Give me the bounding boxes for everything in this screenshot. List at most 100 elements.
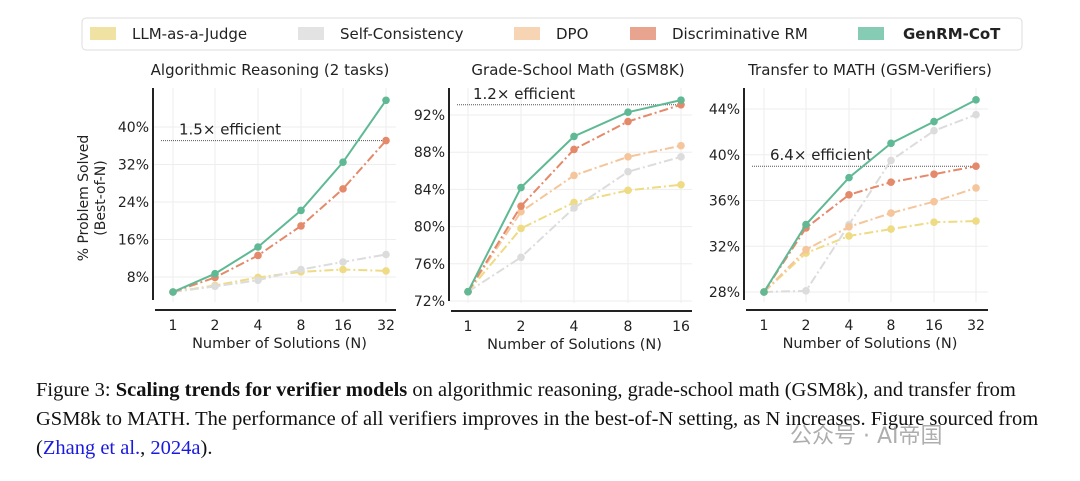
y-tick-label: 16% xyxy=(118,233,149,249)
x-axis-label: Number of Solutions (N) xyxy=(192,336,367,352)
data-point xyxy=(972,217,980,225)
efficiency-annotation: 1.5× efficient xyxy=(179,121,281,139)
x-tick-label: 1 xyxy=(464,319,473,335)
y-tick-label: 40% xyxy=(709,148,740,164)
data-point xyxy=(760,288,768,296)
data-point xyxy=(845,190,853,199)
series-line xyxy=(172,139,387,293)
data-point xyxy=(972,162,980,170)
data-point xyxy=(517,183,525,192)
data-point xyxy=(517,207,525,216)
citation-year-link[interactable]: 2024a xyxy=(150,437,201,459)
data-point xyxy=(887,225,895,233)
series-line xyxy=(763,186,977,293)
x-tick-label: 2 xyxy=(802,318,811,334)
efficiency-annotation: 6.4× efficient xyxy=(770,146,872,164)
data-point xyxy=(624,117,632,126)
series-line xyxy=(467,155,682,293)
y-tick-label: 8% xyxy=(127,270,149,286)
y-tick-label: 44% xyxy=(709,102,740,118)
y-tick-label: 36% xyxy=(709,194,740,210)
legend-item: DPO xyxy=(514,25,588,43)
caption-bold: Scaling trends for verifier models xyxy=(115,379,408,401)
chart-panel: Grade-School Math (GSM8K) 72% 76% 80% 84% 88%… xyxy=(414,61,692,353)
data-point xyxy=(624,153,632,161)
x-tick-label: 16 xyxy=(672,319,690,335)
x-tick-label: 8 xyxy=(887,318,896,334)
legend-label: Discriminative RM xyxy=(672,25,808,43)
y-tick-label: 24% xyxy=(118,195,149,211)
x-tick-label: 4 xyxy=(845,318,854,334)
data-point xyxy=(254,243,262,251)
x-tick-label: 16 xyxy=(925,318,943,334)
chart-title: Grade-School Math (GSM8K) xyxy=(471,61,684,79)
series-self-consistency xyxy=(169,250,390,296)
data-point xyxy=(339,158,347,166)
data-point xyxy=(930,117,938,126)
caption-label: Figure 3 xyxy=(36,379,105,401)
data-point xyxy=(930,218,938,227)
y-tick-label: 84% xyxy=(414,182,445,198)
figure-caption: Figure 3: Scaling trends for verifier mo… xyxy=(36,376,1056,463)
legend-label: Self-Consistency xyxy=(340,25,464,43)
data-point xyxy=(339,185,347,193)
data-point xyxy=(887,156,895,165)
series-line xyxy=(763,113,977,293)
data-point xyxy=(211,269,219,278)
x-tick-label: 8 xyxy=(297,318,306,334)
y-axis-label: % Problem Solved xyxy=(76,135,92,262)
series-line xyxy=(172,268,387,293)
data-point xyxy=(972,110,980,119)
x-axis-label: Number of Solutions (N) xyxy=(783,336,958,352)
chart-panel: Algorithmic Reasoning (2 tasks) 8% 16% 24% 3… xyxy=(76,61,396,352)
data-point xyxy=(802,245,810,254)
caption-end: ). xyxy=(200,437,213,459)
data-point xyxy=(297,206,305,215)
data-point xyxy=(624,186,632,195)
x-tick-label: 32 xyxy=(967,318,985,334)
data-point xyxy=(887,178,895,186)
x-tick-label: 8 xyxy=(624,319,633,335)
data-point xyxy=(517,224,525,233)
figure: LLM-as-a-Judge Self-Consistency DPO Discrim… xyxy=(76,17,1023,353)
y-tick-label: 80% xyxy=(414,220,445,236)
x-tick-label: 2 xyxy=(211,318,220,334)
legend-label: DPO xyxy=(556,25,588,43)
x-tick-label: 1 xyxy=(169,318,178,334)
series-genrm-cot xyxy=(464,96,685,296)
series-discriminative-rm xyxy=(760,162,980,296)
data-point xyxy=(169,288,177,296)
citation-author-link[interactable]: Zhang et al. xyxy=(42,437,141,459)
y-tick-label: 28% xyxy=(709,285,740,301)
data-point xyxy=(677,96,685,104)
y-tick-label: 40% xyxy=(118,120,149,136)
data-point xyxy=(930,170,938,178)
data-point xyxy=(339,265,347,274)
data-point xyxy=(517,253,525,262)
legend-swatch xyxy=(298,27,324,40)
x-tick-label: 1 xyxy=(760,318,769,334)
data-point xyxy=(254,251,262,260)
legend-label: LLM-as-a-Judge xyxy=(132,25,247,43)
series-self-consistency xyxy=(760,110,980,296)
chart-title: Algorithmic Reasoning (2 tasks) xyxy=(151,61,390,79)
data-point xyxy=(624,167,632,176)
data-point xyxy=(570,198,578,207)
data-point xyxy=(339,258,347,266)
data-point xyxy=(802,287,810,295)
data-point xyxy=(254,276,262,285)
y-tick-label: 88% xyxy=(414,145,445,161)
data-point xyxy=(624,108,632,117)
data-point xyxy=(297,265,305,274)
data-point xyxy=(887,139,895,148)
legend-item: GenRM-CoT xyxy=(858,25,1001,43)
x-tick-label: 16 xyxy=(334,318,352,334)
legend-item: LLM-as-a-Judge xyxy=(90,25,247,43)
series-llm-as-a-judge xyxy=(760,217,980,296)
data-point xyxy=(464,287,472,296)
series-genrm-cot xyxy=(760,96,980,296)
y-tick-label: 32% xyxy=(118,158,149,174)
efficiency-annotation: 1.2× efficient xyxy=(473,85,575,103)
legend-label: GenRM-CoT xyxy=(903,25,1001,43)
y-tick-label: 92% xyxy=(414,108,445,124)
